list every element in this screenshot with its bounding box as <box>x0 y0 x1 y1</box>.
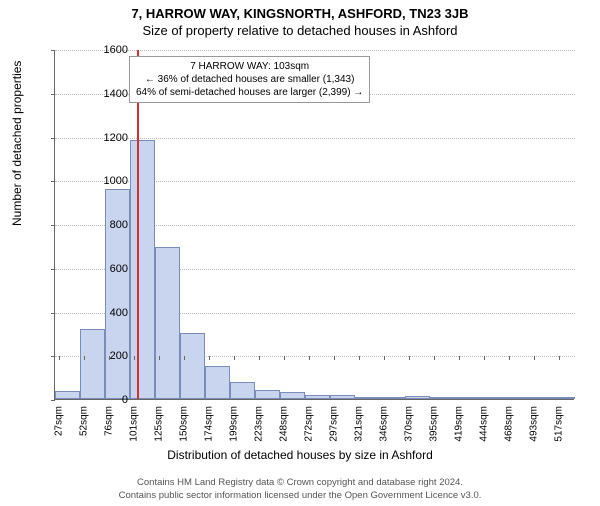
chart-area: 7 HARROW WAY: 103sqm ← 36% of detached h… <box>54 50 574 400</box>
xtick-label: 272sqm <box>304 406 315 442</box>
ytick-mark <box>51 269 55 270</box>
ytick-label: 200 <box>84 350 128 362</box>
histogram-bar <box>55 391 80 399</box>
ytick-label: 1400 <box>84 88 128 100</box>
xtick-label: 199sqm <box>229 406 240 442</box>
ytick-mark <box>51 181 55 182</box>
histogram-bar <box>280 392 305 399</box>
histogram-bar <box>555 397 575 399</box>
xtick-label: 370sqm <box>404 406 415 442</box>
xtick-mark <box>384 356 385 360</box>
annotation-line-1: 7 HARROW WAY: 103sqm <box>136 60 363 73</box>
histogram-bar <box>230 382 255 400</box>
xtick-label: 248sqm <box>279 406 290 442</box>
ytick-mark <box>51 313 55 314</box>
xtick-label: 517sqm <box>554 406 565 442</box>
footer-attribution: Contains HM Land Registry data © Crown c… <box>0 477 600 502</box>
chart-title-address: 7, HARROW WAY, KINGSNORTH, ASHFORD, TN23… <box>0 6 600 21</box>
xtick-label: 419sqm <box>454 406 465 442</box>
annotation-line-2: ← 36% of detached houses are smaller (1,… <box>136 73 363 86</box>
xtick-mark <box>109 356 110 360</box>
xtick-mark <box>434 356 435 360</box>
xtick-mark <box>409 356 410 360</box>
histogram-bar <box>205 366 230 399</box>
ytick-label: 0 <box>84 394 128 406</box>
ytick-mark <box>51 50 55 51</box>
xtick-label: 468sqm <box>504 406 515 442</box>
histogram-bar <box>430 397 455 399</box>
xtick-label: 297sqm <box>329 406 340 442</box>
histogram-bar <box>305 395 330 399</box>
ytick-mark <box>51 94 55 95</box>
xtick-label: 52sqm <box>79 406 90 436</box>
xtick-mark <box>484 356 485 360</box>
annotation-box: 7 HARROW WAY: 103sqm ← 36% of detached h… <box>129 56 370 103</box>
gridline <box>55 50 575 51</box>
histogram-bar <box>405 396 430 399</box>
histogram-bar <box>530 397 555 399</box>
xtick-label: 76sqm <box>104 406 115 436</box>
histogram-bar <box>255 390 280 399</box>
xtick-label: 174sqm <box>204 406 215 442</box>
ytick-label: 1600 <box>84 44 128 56</box>
xtick-mark <box>134 356 135 360</box>
ytick-mark <box>51 138 55 139</box>
xtick-label: 223sqm <box>254 406 265 442</box>
xtick-mark <box>84 356 85 360</box>
ytick-label: 1200 <box>84 132 128 144</box>
histogram-bar <box>155 247 180 399</box>
xtick-mark <box>334 356 335 360</box>
histogram-bar <box>505 397 530 399</box>
ytick-mark <box>51 356 55 357</box>
annotation-line-3: 64% of semi-detached houses are larger (… <box>136 86 363 99</box>
ytick-label: 600 <box>84 263 128 275</box>
xtick-label: 27sqm <box>54 406 65 436</box>
histogram-bar <box>80 329 105 399</box>
plot-region: 7 HARROW WAY: 103sqm ← 36% of detached h… <box>54 50 574 400</box>
xtick-label: 125sqm <box>154 406 165 442</box>
ytick-mark <box>51 225 55 226</box>
histogram-bar <box>380 397 405 399</box>
xtick-mark <box>59 356 60 360</box>
histogram-bar <box>130 140 155 399</box>
ytick-mark <box>51 400 55 401</box>
xtick-mark <box>259 356 260 360</box>
xtick-mark <box>284 356 285 360</box>
xtick-label: 150sqm <box>179 406 190 442</box>
xtick-mark <box>209 356 210 360</box>
y-axis-label: Number of detached properties <box>10 61 24 226</box>
xtick-mark <box>159 356 160 360</box>
histogram-bar <box>455 397 480 399</box>
xtick-mark <box>234 356 235 360</box>
xtick-mark <box>359 356 360 360</box>
footer-line-2: Contains public sector information licen… <box>0 490 600 502</box>
xtick-mark <box>534 356 535 360</box>
ytick-label: 400 <box>84 307 128 319</box>
xtick-label: 395sqm <box>429 406 440 442</box>
xtick-mark <box>509 356 510 360</box>
footer-line-1: Contains HM Land Registry data © Crown c… <box>0 477 600 489</box>
xtick-mark <box>559 356 560 360</box>
xtick-mark <box>309 356 310 360</box>
xtick-label: 346sqm <box>379 406 390 442</box>
xtick-mark <box>459 356 460 360</box>
xtick-label: 321sqm <box>354 406 365 442</box>
histogram-bar <box>180 333 205 399</box>
xtick-mark <box>184 356 185 360</box>
gridline <box>55 138 575 139</box>
ytick-label: 1000 <box>84 175 128 187</box>
x-axis-label: Distribution of detached houses by size … <box>0 448 600 462</box>
histogram-bar <box>480 397 505 399</box>
histogram-bar <box>330 395 355 399</box>
xtick-label: 101sqm <box>129 406 140 442</box>
ytick-label: 800 <box>84 219 128 231</box>
chart-title-description: Size of property relative to detached ho… <box>0 23 600 38</box>
xtick-label: 493sqm <box>529 406 540 442</box>
histogram-bar <box>355 397 380 399</box>
xtick-label: 444sqm <box>479 406 490 442</box>
